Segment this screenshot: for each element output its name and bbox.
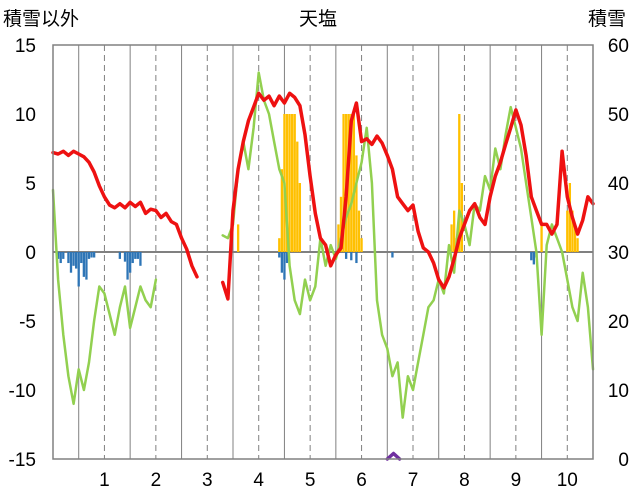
blue-bar [136, 252, 140, 259]
blue-bar [59, 252, 62, 264]
blue-bar [123, 252, 127, 262]
orange-bar [576, 238, 579, 252]
right-tick-label: 40 [608, 174, 629, 195]
month-tick-label: 8 [459, 470, 470, 491]
blue-bar [134, 252, 137, 259]
orange-bar [566, 210, 569, 252]
blue-bar [350, 252, 353, 261]
red-series-line [51, 149, 199, 279]
orange-bar [571, 210, 574, 252]
orange-bar [298, 183, 302, 252]
orange-bar [350, 114, 353, 252]
blue-bar [530, 252, 533, 261]
orange-bar [450, 224, 453, 252]
blue-bar [355, 252, 358, 264]
blue-bar [72, 252, 75, 266]
orange-bar [337, 224, 340, 252]
left-tick-label: 15 [15, 36, 36, 57]
right-tick-label: 20 [608, 312, 629, 333]
orange-bar [573, 224, 577, 252]
blue-bar [139, 252, 142, 266]
right-tick-label: 10 [608, 381, 629, 402]
orange-bar [236, 224, 240, 252]
orange-bar [293, 114, 296, 252]
blue-bar [532, 252, 536, 265]
blue-bar [92, 252, 96, 258]
month-tick-label: 6 [356, 470, 367, 491]
right-tick-label: 60 [608, 36, 629, 57]
month-tick-label: 1 [99, 470, 110, 491]
blue-bar [56, 252, 60, 259]
blue-bar [278, 252, 281, 258]
green-series-line [221, 71, 595, 419]
plot-frame [52, 44, 594, 460]
orange-bar [342, 114, 345, 252]
month-tick-label: 9 [511, 470, 522, 491]
blue-bar [118, 252, 122, 259]
right-tick-label: 30 [608, 243, 629, 264]
blue-bar [391, 252, 394, 258]
month-tick-label: 3 [202, 470, 213, 491]
blue-bar [77, 252, 80, 287]
orange-bar [352, 114, 356, 252]
month-tick-label: 4 [253, 470, 264, 491]
orange-bar [288, 114, 291, 252]
orange-bar [296, 141, 299, 252]
orange-bar [280, 169, 284, 252]
orange-bar [290, 114, 294, 252]
blue-bar [69, 252, 73, 273]
red-series-line [220, 91, 595, 301]
orange-bar [278, 238, 281, 252]
orange-bar [355, 155, 358, 252]
month-tick-label: 10 [557, 470, 578, 491]
left-tick-label: -10 [9, 381, 36, 402]
left-tick-label: -5 [19, 312, 36, 333]
left-tick-label: 5 [25, 174, 36, 195]
blue-bar [285, 252, 289, 264]
blue-bar [280, 252, 284, 273]
orange-bar [357, 210, 361, 252]
right-tick-label: 0 [618, 450, 629, 471]
blue-bar [67, 252, 70, 264]
left-tick-label: -15 [9, 450, 36, 471]
left-tick-label: 10 [15, 105, 36, 126]
green-series-line [51, 188, 158, 406]
blue-bar [74, 252, 78, 269]
month-tick-label: 7 [408, 470, 419, 491]
blue-bar [344, 252, 348, 259]
right-tick-label: 50 [608, 105, 629, 126]
right-axis-label: 積雪 [588, 8, 626, 30]
orange-bar [339, 196, 343, 252]
bars-layer [56, 114, 579, 287]
orange-bar [452, 210, 456, 252]
blue-bar [90, 252, 93, 258]
orange-bar [458, 114, 461, 252]
blue-bar [87, 252, 91, 259]
orange-bar [360, 238, 363, 252]
orange-bar [540, 224, 543, 252]
left-tick-label: 0 [25, 243, 36, 264]
purple-series-line [385, 451, 402, 461]
orange-bar [568, 183, 572, 252]
month-tick-label: 5 [305, 470, 316, 491]
blue-bar [131, 252, 134, 264]
blue-bar [80, 252, 83, 264]
month-tick-label: 2 [151, 470, 162, 491]
left-axis-label: 積雪以外 [3, 8, 79, 30]
blue-bar [62, 252, 65, 259]
chart-title: 天塩 [299, 8, 337, 30]
orange-bar [285, 114, 289, 252]
blue-bar [283, 252, 286, 280]
blue-bar [85, 252, 88, 280]
blue-bar [128, 252, 132, 273]
blue-bar [126, 252, 129, 280]
blue-bar [82, 252, 86, 277]
lines-layer [51, 71, 595, 461]
